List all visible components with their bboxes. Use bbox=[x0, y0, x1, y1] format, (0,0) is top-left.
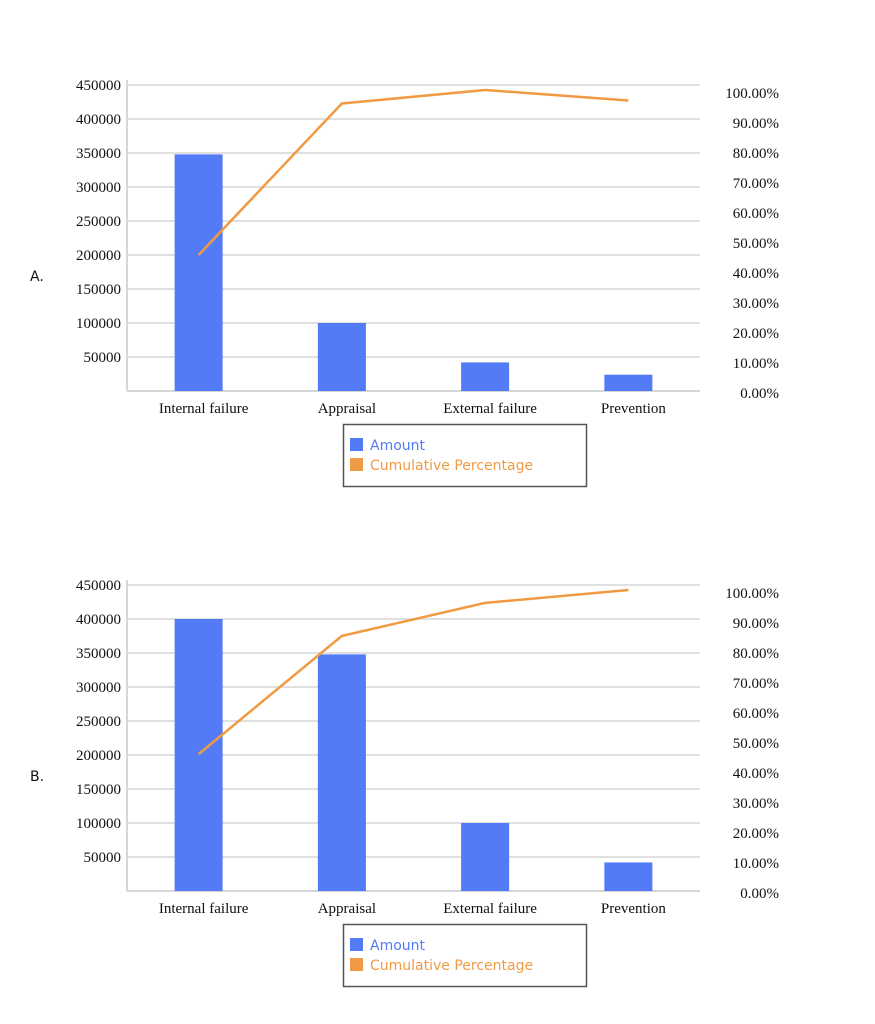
bar-prevention bbox=[604, 374, 653, 391]
bar-internal-failure bbox=[174, 154, 223, 391]
x-tick-label: Prevention bbox=[601, 901, 666, 917]
y-left-tick-label: 300000 bbox=[76, 680, 121, 696]
y-left-tick-label: 50000 bbox=[84, 850, 122, 866]
chart-a: A. 50000 100000 150000 200000 250000 300000 350… bbox=[30, 78, 779, 488]
legend-label-cumulative: Cumulative Percentage bbox=[370, 958, 533, 974]
legend-label-amount: Amount bbox=[370, 938, 426, 954]
y-right-tick-label: 50.00% bbox=[733, 236, 779, 252]
y-right-tick-label: 60.00% bbox=[733, 206, 779, 222]
y-right-tick-label: 80.00% bbox=[733, 146, 779, 162]
y-right-tick-label: 100.00% bbox=[725, 586, 779, 602]
y-left-tick-label: 200000 bbox=[76, 248, 121, 264]
x-tick-label: Internal failure bbox=[159, 901, 249, 917]
y-left-tick-label: 450000 bbox=[76, 78, 121, 94]
y-left-tick-label: 100000 bbox=[76, 816, 121, 832]
bar-external-failure bbox=[461, 362, 510, 391]
bar-external-failure bbox=[461, 823, 510, 891]
x-tick-label: Appraisal bbox=[318, 401, 376, 417]
legend-swatch-cumulative bbox=[350, 458, 363, 471]
y-right-tick-label: 40.00% bbox=[733, 266, 779, 282]
y-right-tick-label: 80.00% bbox=[733, 646, 779, 662]
legend-box bbox=[342, 923, 588, 988]
legend-label-amount: Amount bbox=[370, 438, 426, 454]
y-right-tick-label: 90.00% bbox=[733, 616, 779, 632]
legend-swatch-amount bbox=[350, 438, 363, 451]
chart-label: B. bbox=[30, 769, 44, 785]
legend-swatch-amount bbox=[350, 938, 363, 951]
y-right-tick-label: 50.00% bbox=[733, 736, 779, 752]
y-left-tick-label: 400000 bbox=[76, 112, 121, 128]
y-right-tick-label: 70.00% bbox=[733, 676, 779, 692]
legend-label-cumulative: Cumulative Percentage bbox=[370, 458, 533, 474]
chart-label: A. bbox=[30, 269, 44, 285]
x-tick-label: Internal failure bbox=[159, 401, 249, 417]
y-left-tick-label: 400000 bbox=[76, 612, 121, 628]
bar-internal-failure bbox=[174, 619, 223, 891]
x-tick-label: Appraisal bbox=[318, 901, 376, 917]
y-left-tick-label: 350000 bbox=[76, 146, 121, 162]
bar-prevention bbox=[604, 862, 653, 891]
y-left-tick-label: 100000 bbox=[76, 316, 121, 332]
y-right-tick-label: 60.00% bbox=[733, 706, 779, 722]
y-right-tick-label: 0.00% bbox=[740, 886, 779, 902]
legend-box bbox=[342, 423, 588, 488]
y-left-tick-label: 250000 bbox=[76, 714, 121, 730]
y-left-tick-label: 350000 bbox=[76, 646, 121, 662]
y-right-tick-label: 20.00% bbox=[733, 326, 779, 342]
y-left-tick-label: 150000 bbox=[76, 282, 121, 298]
y-right-tick-label: 40.00% bbox=[733, 766, 779, 782]
cumulative-percentage-line bbox=[197, 88, 629, 256]
x-tick-label: Prevention bbox=[601, 401, 666, 417]
y-left-tick-label: 300000 bbox=[76, 180, 121, 196]
y-right-tick-label: 0.00% bbox=[740, 386, 779, 402]
y-right-tick-label: 10.00% bbox=[733, 356, 779, 372]
y-right-tick-label: 10.00% bbox=[733, 856, 779, 872]
x-tick-label: External failure bbox=[443, 901, 537, 917]
cumulative-percentage-line bbox=[197, 588, 629, 756]
y-left-tick-label: 200000 bbox=[76, 748, 121, 764]
y-left-tick-label: 50000 bbox=[84, 350, 122, 366]
chart-b: B. 50000 100000 150000 200000 250000 300000 350… bbox=[30, 578, 779, 988]
legend: Amount Cumulative Percentage bbox=[342, 423, 588, 488]
x-tick-label: External failure bbox=[443, 401, 537, 417]
y-left-tick-label: 150000 bbox=[76, 782, 121, 798]
y-left-tick-label: 250000 bbox=[76, 214, 121, 230]
y-right-tick-label: 100.00% bbox=[725, 86, 779, 102]
bar-appraisal bbox=[317, 323, 366, 391]
y-right-tick-label: 90.00% bbox=[733, 116, 779, 132]
y-right-tick-label: 30.00% bbox=[733, 296, 779, 312]
y-right-tick-label: 70.00% bbox=[733, 176, 779, 192]
y-left-tick-label: 450000 bbox=[76, 578, 121, 594]
y-right-tick-label: 30.00% bbox=[733, 796, 779, 812]
legend-swatch-cumulative bbox=[350, 958, 363, 971]
bar-appraisal bbox=[317, 654, 366, 891]
y-right-tick-label: 20.00% bbox=[733, 826, 779, 842]
legend: Amount Cumulative Percentage bbox=[342, 923, 588, 988]
